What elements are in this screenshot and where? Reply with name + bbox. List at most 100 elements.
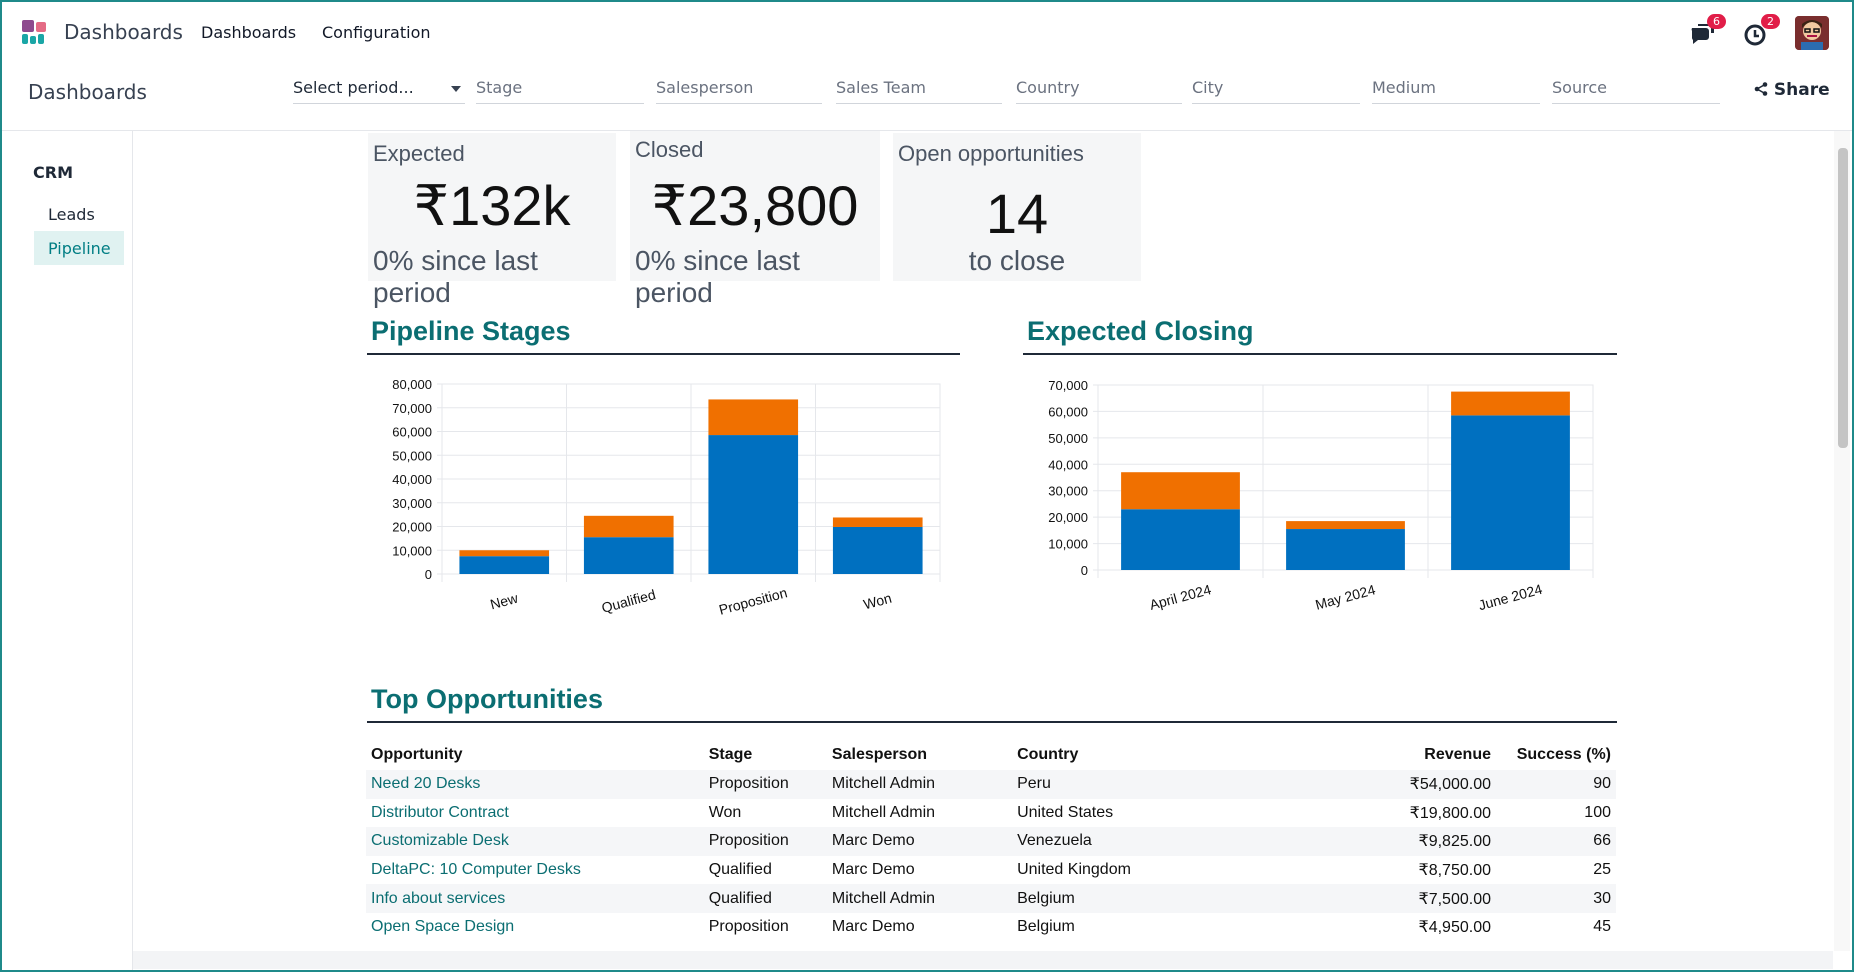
pipeline-stages-chart[interactable]: 0 10,000 20,000 30,000 40,000 50,000 60,000 70,… xyxy=(367,370,960,630)
y-tick-label: 70,000 xyxy=(392,401,432,416)
bar-segment[interactable] xyxy=(1121,472,1240,510)
nav-configuration[interactable]: Configuration xyxy=(322,23,431,42)
opportunity-link[interactable]: Customizable Desk xyxy=(371,832,509,850)
column-header-stage: Stage xyxy=(708,746,753,763)
bar-segment[interactable] xyxy=(832,517,923,527)
messages-button[interactable]: 6 xyxy=(1688,14,1726,48)
activities-button[interactable]: 2 xyxy=(1742,14,1780,48)
table-row[interactable]: DeltaPC: 10 Computer Desks Qualified Mar… xyxy=(366,856,1616,885)
top-opportunities-title: Top Opportunities xyxy=(367,684,1617,723)
table-header-row: Opportunity Stage Salesperson Country Re… xyxy=(366,740,1616,770)
share-icon xyxy=(1754,82,1768,96)
bar-segment[interactable] xyxy=(1121,509,1240,570)
opportunity-link[interactable]: Distributor Contract xyxy=(371,803,509,821)
revenue-cell: ₹4,950.00 xyxy=(1418,919,1491,937)
stage-filter[interactable]: Stage xyxy=(476,74,644,104)
x-tick-label: Proposition xyxy=(717,584,789,618)
stage-cell: Qualified xyxy=(708,861,772,879)
opportunity-link[interactable]: DeltaPC: 10 Computer Desks xyxy=(371,861,581,879)
y-tick-label: 40,000 xyxy=(392,472,432,487)
caret-down-icon xyxy=(451,86,461,92)
bar-segment[interactable] xyxy=(708,399,799,436)
user-avatar[interactable] xyxy=(1795,16,1829,50)
apps-menu-icon[interactable] xyxy=(22,20,50,48)
country-cell: United States xyxy=(1017,803,1114,821)
table-row[interactable]: Need 20 Desks Proposition Mitchell Admin… xyxy=(366,770,1616,799)
expected-closing-title: Expected Closing xyxy=(1023,316,1617,355)
y-tick-label: 60,000 xyxy=(1048,404,1088,419)
bar-segment[interactable] xyxy=(708,435,799,574)
y-tick-label: 70,000 xyxy=(1048,378,1088,393)
period-select[interactable]: Select period... xyxy=(293,74,465,104)
pipeline-stages-title: Pipeline Stages xyxy=(367,316,960,355)
nav-dashboards[interactable]: Dashboards xyxy=(201,23,297,42)
salesperson-filter[interactable]: Salesperson xyxy=(656,74,822,104)
bar-segment[interactable] xyxy=(459,556,550,574)
sidebar-item-pipeline[interactable]: Pipeline xyxy=(34,231,124,265)
success-cell: 90 xyxy=(1496,770,1616,799)
bar-segment[interactable] xyxy=(583,537,674,574)
table-row[interactable]: Customizable Desk Proposition Marc Demo … xyxy=(366,827,1616,856)
column-header-revenue: Revenue xyxy=(1424,746,1491,763)
bar-segment[interactable] xyxy=(1286,521,1405,530)
control-panel: Dashboards Select period... Stage Salesp… xyxy=(2,62,1852,131)
column-header-salesperson: Salesperson xyxy=(831,746,928,763)
salesperson-cell: Marc Demo xyxy=(831,861,915,879)
expected-closing-chart[interactable]: 0 10,000 20,000 30,000 40,000 50,000 60,000 70,… xyxy=(1023,370,1617,630)
stage-cell: Qualified xyxy=(703,884,827,913)
table-row[interactable]: Info about services Qualified Mitchell A… xyxy=(366,884,1616,913)
horizontal-scrollbar[interactable] xyxy=(133,951,1833,969)
opportunity-link[interactable]: Need 20 Desks xyxy=(371,775,481,793)
sidebar-item-leads[interactable]: Leads xyxy=(34,197,124,231)
kpi-closed[interactable]: Closed ₹23,800 0% since last period xyxy=(630,131,880,308)
source-filter-placeholder: Source xyxy=(1552,78,1607,97)
kpi-label: Expected xyxy=(373,141,465,166)
vertical-scrollbar-thumb[interactable] xyxy=(1838,148,1848,448)
sidebar-item-label: Leads xyxy=(48,205,95,224)
kpi-expected[interactable]: Expected ₹132k 0% since last period xyxy=(368,133,616,308)
success-cell: 100 xyxy=(1584,803,1611,821)
table-row[interactable]: Distributor Contract Won Mitchell Admin … xyxy=(366,799,1616,828)
sales-team-filter[interactable]: Sales Team xyxy=(836,74,1002,104)
opportunity-link[interactable]: Info about services xyxy=(371,889,506,907)
sidebar-group-crm: CRM xyxy=(33,163,73,182)
kpi-subtitle: 0% since last period xyxy=(635,245,800,308)
share-button[interactable]: Share xyxy=(1754,80,1830,100)
breadcrumb: Dashboards xyxy=(28,80,147,104)
bar-segment[interactable] xyxy=(1451,391,1570,416)
kpi-label: Closed xyxy=(635,137,704,162)
revenue-cell: ₹7,500.00 xyxy=(1238,884,1496,913)
messages-badge: 6 xyxy=(1707,14,1726,29)
stage-cell: Proposition xyxy=(708,918,789,936)
avatar-icon xyxy=(1795,16,1829,50)
x-tick-label: Won xyxy=(862,590,894,613)
country-filter[interactable]: Country xyxy=(1016,74,1182,104)
stage-cell: Proposition xyxy=(703,770,827,799)
opportunity-link[interactable]: Open Space Design xyxy=(371,918,515,936)
kpi-open-opportunities[interactable]: Open opportunities 14 to close xyxy=(893,133,1141,281)
city-filter[interactable]: City xyxy=(1192,74,1360,104)
bar-segment[interactable] xyxy=(1286,529,1405,570)
table-row[interactable]: Open Space Design Proposition Marc Demo … xyxy=(366,913,1616,942)
revenue-cell: ₹8,750.00 xyxy=(1418,862,1491,880)
salesperson-filter-placeholder: Salesperson xyxy=(656,78,754,97)
medium-filter[interactable]: Medium xyxy=(1372,74,1540,104)
pipeline-stages-title-text: Pipeline Stages xyxy=(371,316,571,346)
salesperson-cell: Marc Demo xyxy=(826,827,1013,856)
x-tick-label: Qualified xyxy=(600,586,658,616)
bar-segment[interactable] xyxy=(583,515,674,538)
salesperson-cell: Mitchell Admin xyxy=(826,770,1013,799)
expected-closing-title-text: Expected Closing xyxy=(1027,316,1254,346)
column-header-success: Success (%) xyxy=(1516,746,1611,763)
bar-segment[interactable] xyxy=(832,526,923,574)
city-filter-placeholder: City xyxy=(1192,78,1224,97)
y-tick-label: 10,000 xyxy=(1048,537,1088,552)
bar-segment[interactable] xyxy=(459,550,550,557)
salesperson-cell: Mitchell Admin xyxy=(826,884,1013,913)
column-header-opportunity: Opportunity xyxy=(371,746,463,763)
app-name[interactable]: Dashboards xyxy=(64,20,183,44)
country-cell: Peru xyxy=(1012,770,1239,799)
source-filter[interactable]: Source xyxy=(1552,74,1720,104)
y-tick-label: 30,000 xyxy=(392,496,432,511)
bar-segment[interactable] xyxy=(1451,415,1570,570)
